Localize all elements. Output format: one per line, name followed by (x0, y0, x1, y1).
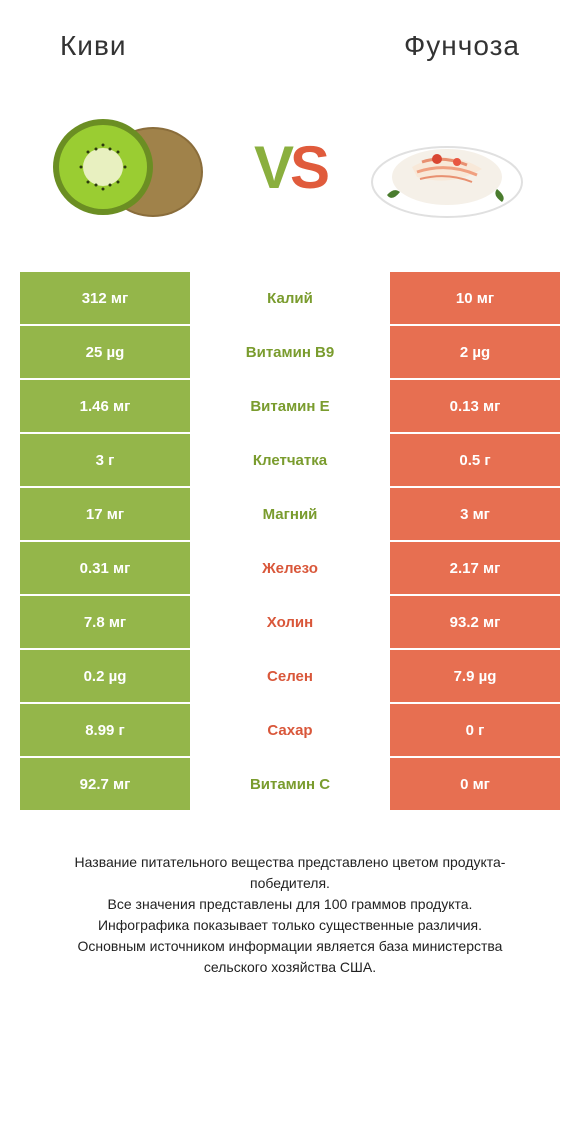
table-row: 1.46 мгВитамин E0.13 мг (20, 380, 560, 432)
cell-nutrient-label: Сахар (190, 704, 390, 756)
table-row: 0.31 мгЖелезо2.17 мг (20, 542, 560, 594)
table-row: 17 мгМагний3 мг (20, 488, 560, 540)
cell-left-value: 7.8 мг (20, 596, 190, 648)
cell-nutrient-label: Калий (190, 272, 390, 324)
cell-right-value: 3 мг (390, 488, 560, 540)
cell-left-value: 312 мг (20, 272, 190, 324)
cell-right-value: 0 мг (390, 758, 560, 810)
comparison-table: 312 мгКалий10 мг25 µgВитамин B92 µg1.46 … (20, 272, 560, 812)
cell-right-value: 0 г (390, 704, 560, 756)
vs-v: V (254, 134, 290, 201)
table-row: 7.8 мгХолин93.2 мг (20, 596, 560, 648)
table-row: 25 µgВитамин B92 µg (20, 326, 560, 378)
cell-left-value: 0.31 мг (20, 542, 190, 594)
cell-left-value: 3 г (20, 434, 190, 486)
footer-line: Все значения представлены для 100 граммо… (45, 894, 535, 915)
cell-left-value: 17 мг (20, 488, 190, 540)
cell-nutrient-label: Витамин C (190, 758, 390, 810)
vs-row: VS (20, 82, 560, 272)
cell-nutrient-label: Витамин E (190, 380, 390, 432)
cell-right-value: 2.17 мг (390, 542, 560, 594)
cell-right-value: 2 µg (390, 326, 560, 378)
header: Киви Фунчоза (20, 20, 560, 82)
cell-left-value: 1.46 мг (20, 380, 190, 432)
cell-right-value: 93.2 мг (390, 596, 560, 648)
table-row: 92.7 мгВитамин C0 мг (20, 758, 560, 810)
cell-nutrient-label: Железо (190, 542, 390, 594)
infographic-container: Киви Фунчоза VS (0, 0, 580, 1144)
footer-line: Название питательного вещества представл… (45, 852, 535, 894)
cell-left-value: 0.2 µg (20, 650, 190, 702)
funchoza-image (362, 102, 532, 232)
footer-line: Инфографика показывает только существенн… (45, 915, 535, 936)
cell-nutrient-label: Холин (190, 596, 390, 648)
title-left: Киви (60, 30, 126, 62)
table-row: 0.2 µgСелен7.9 µg (20, 650, 560, 702)
kiwi-image (48, 102, 218, 232)
cell-right-value: 10 мг (390, 272, 560, 324)
cell-left-value: 8.99 г (20, 704, 190, 756)
cell-nutrient-label: Магний (190, 488, 390, 540)
cell-nutrient-label: Витамин B9 (190, 326, 390, 378)
cell-right-value: 0.5 г (390, 434, 560, 486)
cell-left-value: 92.7 мг (20, 758, 190, 810)
vs-s: S (290, 134, 326, 201)
footer-notes: Название питательного вещества представл… (20, 852, 560, 978)
footer-line: Основным источником информации является … (45, 936, 535, 978)
cell-right-value: 7.9 µg (390, 650, 560, 702)
cell-left-value: 25 µg (20, 326, 190, 378)
cell-nutrient-label: Селен (190, 650, 390, 702)
cell-nutrient-label: Клетчатка (190, 434, 390, 486)
vs-label: VS (254, 133, 326, 202)
table-row: 312 мгКалий10 мг (20, 272, 560, 324)
table-row: 8.99 гСахар0 г (20, 704, 560, 756)
title-right: Фунчоза (404, 30, 520, 62)
cell-right-value: 0.13 мг (390, 380, 560, 432)
table-row: 3 гКлетчатка0.5 г (20, 434, 560, 486)
